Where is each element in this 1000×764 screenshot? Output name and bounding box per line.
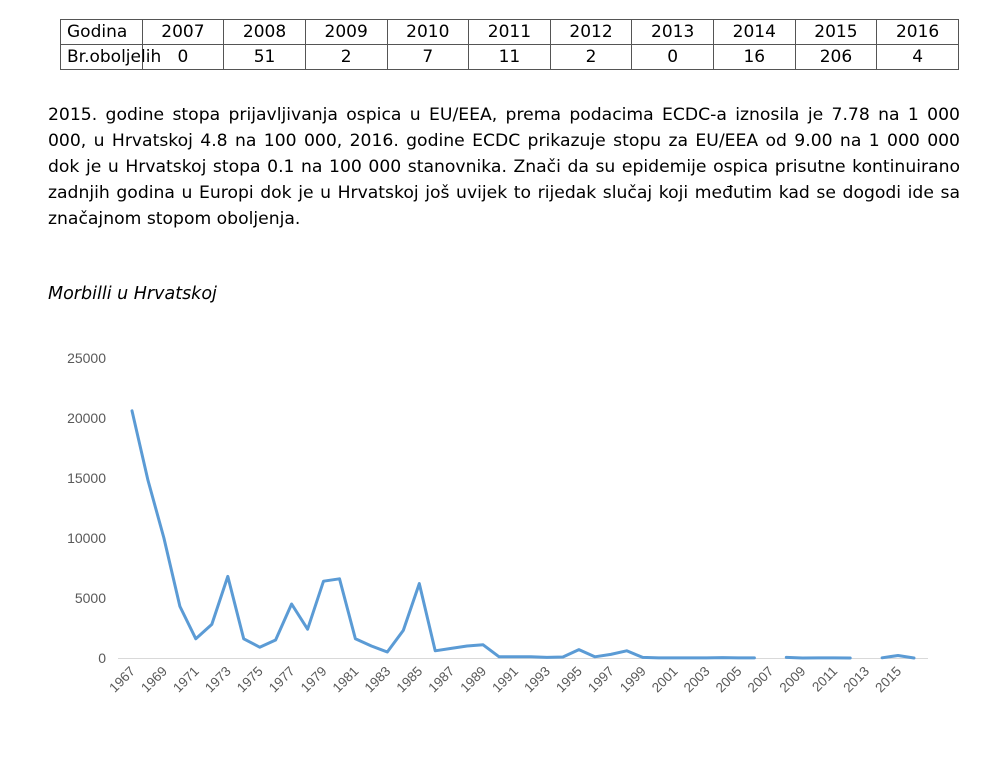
x-tick-label: 1971 [170, 664, 202, 696]
x-tick-label: 1975 [234, 664, 266, 696]
x-tick-label: 2013 [840, 664, 872, 696]
x-tick-label: 2005 [713, 664, 745, 696]
x-tick-label: 1983 [362, 664, 394, 696]
x-tick-label: 2007 [745, 664, 777, 696]
y-tick-label: 20000 [67, 410, 106, 426]
series-line [130, 409, 756, 660]
x-tick-label: 1985 [394, 664, 426, 696]
x-tick-label: 1989 [457, 664, 489, 696]
measles-cases-table: Godina 2007 2008 2009 2010 2011 2012 201… [60, 19, 959, 70]
x-tick-label: 1999 [617, 664, 649, 696]
y-axis-ticks: 0 5000 10000 15000 20000 25000 [67, 350, 106, 666]
table-year-cell: 2014 [713, 19, 796, 45]
x-tick-label: 1969 [138, 664, 170, 696]
table-count-cell: 11 [468, 44, 551, 70]
table-row-years: Godina 2007 2008 2009 2010 2011 2012 201… [60, 19, 959, 45]
x-tick-label: 2003 [681, 664, 713, 696]
x-tick-label: 1967 [106, 664, 138, 696]
table-count-cell: 16 [713, 44, 796, 70]
series-layer [130, 409, 916, 660]
body-paragraph: 2015. godine stopa prijavljivanja ospica… [48, 105, 960, 229]
x-tick-label: 1997 [585, 664, 617, 696]
x-tick-label: 2001 [649, 664, 681, 696]
x-tick-label: 1987 [425, 664, 457, 696]
x-tick-label: 1995 [553, 664, 585, 696]
x-tick-label: 1993 [521, 664, 553, 696]
x-tick-label: 1973 [202, 664, 234, 696]
table-header-label: Godina [60, 19, 143, 45]
table-count-cell: 7 [386, 44, 470, 70]
x-axis-ticks: 1967 1969 1971 1973 1975 1977 1979 1981 1983 1985… [106, 664, 904, 696]
table-count-cell: 2 [304, 44, 388, 70]
x-tick-label: 2015 [872, 664, 904, 696]
x-tick-label: 2009 [777, 664, 809, 696]
x-tick-label: 1981 [330, 664, 362, 696]
x-tick-label: 2011 [809, 664, 840, 695]
table-count-cell: 51 [223, 44, 306, 70]
x-tick-label: 1979 [298, 664, 330, 696]
table-row-counts: Br.oboljelih 0 51 2 7 11 2 0 16 206 4 [60, 44, 959, 70]
y-tick-label: 15000 [67, 470, 106, 486]
table-year-cell: 2012 [549, 19, 633, 45]
chart-title: Morbilli u Hrvatskoj [48, 284, 217, 304]
y-tick-label: 10000 [67, 530, 106, 546]
table-year-cell: 2007 [141, 19, 225, 45]
table-year-cell: 2010 [386, 19, 470, 45]
series-line [880, 654, 916, 660]
series-line [784, 655, 852, 660]
table-year-cell: 2009 [304, 19, 388, 45]
table-year-cell: 2013 [631, 19, 714, 45]
x-tick-label: 1991 [489, 664, 521, 696]
y-tick-label: 5000 [75, 590, 106, 606]
table-count-cell: 4 [876, 44, 959, 70]
x-tick-label: 1977 [266, 664, 298, 696]
y-tick-label: 25000 [67, 350, 106, 366]
table-row-label: Br.oboljelih [60, 44, 161, 70]
table-count-cell: 206 [794, 44, 878, 70]
y-tick-label: 0 [98, 650, 106, 666]
table-count-cell: 2 [549, 44, 633, 70]
table-year-cell: 2016 [876, 19, 959, 45]
table-year-cell: 2015 [794, 19, 878, 45]
